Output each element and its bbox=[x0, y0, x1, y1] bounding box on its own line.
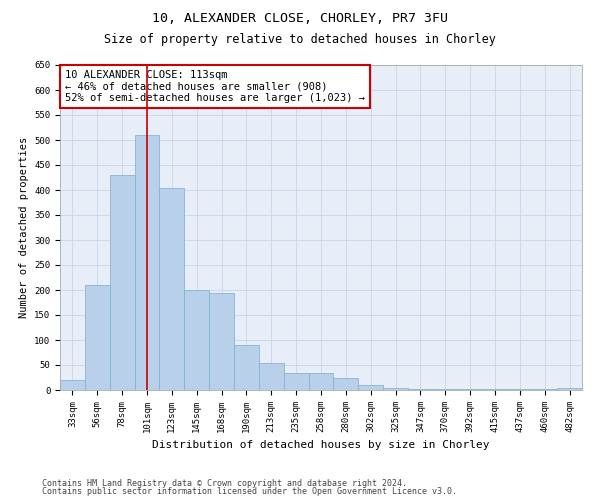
Bar bbox=[482, 389, 508, 390]
Bar bbox=[508, 389, 532, 390]
Bar bbox=[85, 285, 110, 390]
X-axis label: Distribution of detached houses by size in Chorley: Distribution of detached houses by size … bbox=[152, 440, 490, 450]
Bar bbox=[408, 389, 433, 390]
Bar bbox=[60, 380, 85, 390]
Text: 10 ALEXANDER CLOSE: 113sqm
← 46% of detached houses are smaller (908)
52% of sem: 10 ALEXANDER CLOSE: 113sqm ← 46% of deta… bbox=[65, 70, 365, 103]
Text: Size of property relative to detached houses in Chorley: Size of property relative to detached ho… bbox=[104, 32, 496, 46]
Text: Contains public sector information licensed under the Open Government Licence v3: Contains public sector information licen… bbox=[42, 487, 457, 496]
Bar bbox=[284, 372, 308, 390]
Bar bbox=[234, 345, 259, 390]
Bar bbox=[458, 389, 482, 390]
Bar bbox=[358, 385, 383, 390]
Y-axis label: Number of detached properties: Number of detached properties bbox=[19, 137, 29, 318]
Bar bbox=[184, 290, 209, 390]
Bar bbox=[134, 135, 160, 390]
Bar bbox=[334, 378, 358, 390]
Bar bbox=[160, 188, 184, 390]
Bar bbox=[259, 362, 284, 390]
Bar bbox=[209, 292, 234, 390]
Text: 10, ALEXANDER CLOSE, CHORLEY, PR7 3FU: 10, ALEXANDER CLOSE, CHORLEY, PR7 3FU bbox=[152, 12, 448, 26]
Bar bbox=[557, 388, 582, 390]
Bar bbox=[532, 389, 557, 390]
Bar bbox=[433, 389, 458, 390]
Text: Contains HM Land Registry data © Crown copyright and database right 2024.: Contains HM Land Registry data © Crown c… bbox=[42, 478, 407, 488]
Bar bbox=[383, 388, 408, 390]
Bar bbox=[308, 372, 334, 390]
Bar bbox=[110, 175, 134, 390]
